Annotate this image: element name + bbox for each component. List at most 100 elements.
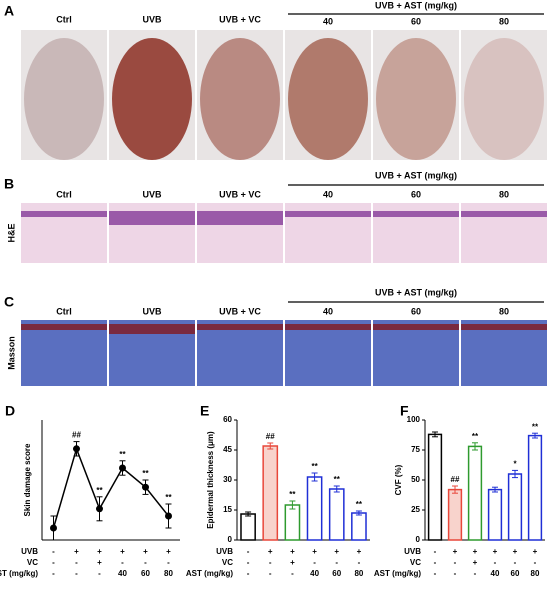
panel-letter: B: [4, 176, 14, 192]
y-axis-title: Epidermal thickness (μm): [206, 431, 215, 529]
row-cell: +: [513, 547, 518, 556]
y-tick-label: 50: [411, 475, 420, 484]
epidermis: [197, 211, 283, 225]
epidermis: [21, 324, 107, 330]
row-cell: +: [334, 547, 339, 556]
column-label: UVB + VC: [219, 189, 261, 199]
row-cell: -: [358, 558, 361, 567]
significance: **: [165, 493, 172, 502]
panel-letter: F: [400, 403, 409, 419]
row-cell: -: [474, 569, 477, 578]
y-tick-label: 0: [228, 535, 233, 544]
panel-letter: E: [200, 403, 209, 419]
group-label: UVB + AST (mg/kg): [375, 287, 457, 297]
significance: **: [532, 422, 539, 431]
panel-letter: C: [4, 294, 14, 310]
column-label: UVB + VC: [219, 14, 261, 24]
epidermis: [461, 324, 547, 330]
row-cell: +: [493, 547, 498, 556]
panel-letter: D: [5, 403, 15, 419]
dose-label: 60: [411, 16, 421, 26]
masson-image: [197, 320, 283, 386]
row-cell: -: [269, 558, 272, 567]
row-cell: +: [357, 547, 362, 556]
row-cell: 40: [310, 569, 319, 578]
y-tick-label: 30: [223, 475, 232, 484]
row-cell: -: [247, 547, 250, 556]
epidermis: [285, 324, 371, 330]
row-cell: 40: [491, 569, 500, 578]
bar: [487, 488, 503, 541]
row-cell: -: [514, 558, 517, 567]
skin-area: [112, 38, 192, 160]
row-cell: -: [454, 558, 457, 567]
epidermis: [373, 324, 459, 330]
y-axis-title: CVF (%): [394, 464, 403, 495]
row-cell: 80: [531, 569, 540, 578]
masson-image: [21, 320, 107, 386]
row-cell: +: [268, 547, 273, 556]
skin-area: [464, 38, 544, 160]
y-tick-label: 25: [411, 505, 420, 514]
significance: **: [311, 462, 318, 471]
dose-label: 80: [499, 189, 509, 199]
row-cell: +: [290, 558, 295, 567]
row-name: AST (mg/kg): [186, 569, 233, 578]
significance: **: [472, 432, 479, 441]
line: [52, 446, 170, 529]
group-label: UVB + AST (mg/kg): [375, 0, 457, 10]
epidermis: [461, 211, 547, 217]
skin-area: [200, 38, 280, 160]
row-cell: +: [473, 547, 478, 556]
row-name: UVB: [216, 547, 233, 556]
column-label: UVB: [142, 189, 162, 199]
y-axis-title: Skin damage score: [23, 443, 32, 516]
row-cell: -: [52, 558, 55, 567]
y-tick-label: 45: [223, 445, 232, 454]
column-label: UVB: [142, 14, 162, 24]
row-cell: -: [434, 547, 437, 556]
row-name: UVB: [21, 547, 38, 556]
significance: ##: [72, 431, 81, 440]
row-cell: +: [533, 547, 538, 556]
row-cell: -: [534, 558, 537, 567]
epidermis: [197, 324, 283, 330]
row-name: VC: [27, 558, 38, 567]
bar: [427, 433, 443, 541]
significance: **: [96, 486, 103, 495]
row-cell: -: [454, 569, 457, 578]
significance: ##: [266, 432, 275, 441]
epidermis: [373, 211, 459, 217]
row-cell: -: [247, 558, 250, 567]
row-cell: 40: [118, 569, 127, 578]
row-cell: -: [144, 558, 147, 567]
row-cell: -: [75, 569, 78, 578]
bar: [262, 445, 279, 541]
row-label: Masson: [6, 336, 16, 370]
y-tick-label: 100: [407, 415, 421, 424]
row-cell: -: [52, 569, 55, 578]
bar: [351, 512, 367, 541]
column-label: UVB + VC: [219, 306, 261, 316]
column-label: UVB: [142, 306, 162, 316]
skin-area: [376, 38, 456, 160]
dose-label: 40: [323, 189, 333, 199]
masson-image: [461, 320, 547, 386]
bar: [240, 513, 256, 541]
panel-letter: A: [4, 3, 14, 19]
bar: [507, 473, 523, 541]
bar: [306, 476, 323, 541]
row-cell: +: [97, 547, 102, 556]
bar: [467, 445, 483, 541]
row-cell: -: [52, 547, 55, 556]
significance: **: [119, 450, 126, 459]
significance: **: [334, 475, 341, 484]
significance: ##: [451, 475, 460, 484]
row-name: VC: [222, 558, 233, 567]
row-cell: 80: [164, 569, 173, 578]
skin-area: [24, 38, 104, 160]
row-cell: -: [269, 569, 272, 578]
row-cell: -: [98, 569, 101, 578]
row-cell: -: [434, 558, 437, 567]
